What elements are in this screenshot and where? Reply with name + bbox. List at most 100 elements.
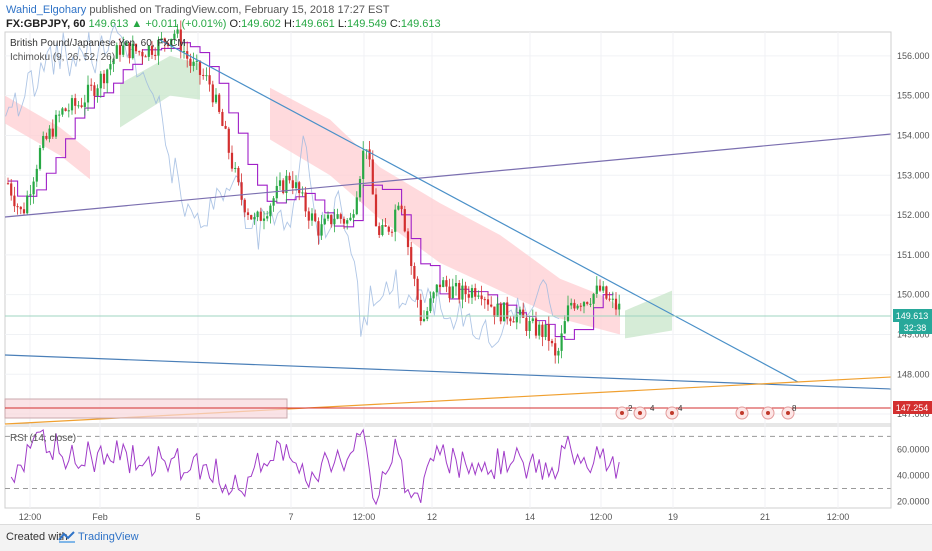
level-tag bbox=[893, 401, 932, 414]
candlestick-series bbox=[6, 20, 621, 364]
tradingview-brand[interactable]: TradingView bbox=[78, 531, 139, 543]
candle-body bbox=[435, 284, 438, 293]
candle-body bbox=[582, 302, 586, 307]
candle-body bbox=[208, 75, 211, 85]
candle-body bbox=[426, 311, 429, 319]
candle-body bbox=[134, 43, 138, 52]
candle-body bbox=[170, 38, 173, 46]
candle-body bbox=[48, 128, 51, 139]
candle-body bbox=[330, 214, 333, 225]
high-label: H: bbox=[283, 18, 295, 30]
symbol-label: FX:GBPJPY, 60 bbox=[6, 18, 86, 30]
time-axis-tick: 21 bbox=[760, 512, 770, 522]
open-label: O: bbox=[229, 18, 242, 30]
event-count-label: 4 bbox=[678, 404, 683, 413]
candle-body bbox=[10, 183, 13, 196]
rsi-title: RSI (14, close) bbox=[10, 433, 76, 444]
candle-body bbox=[512, 321, 515, 323]
event-dot-icon bbox=[670, 411, 674, 415]
candle-body bbox=[448, 286, 451, 299]
candle-body bbox=[554, 343, 557, 356]
lower-channel-trendline[interactable] bbox=[4, 354, 892, 390]
candle-body bbox=[317, 221, 320, 236]
publish-header: Wahid_Elgohary published on TradingView.… bbox=[6, 3, 389, 17]
publish-info: published on TradingView.com, February 1… bbox=[89, 4, 390, 16]
candle-body bbox=[138, 51, 141, 53]
candle-body bbox=[550, 340, 554, 344]
candle-body bbox=[493, 306, 496, 317]
candle-body bbox=[237, 167, 240, 183]
candle-body bbox=[147, 45, 150, 57]
candle-body bbox=[509, 318, 512, 322]
candle-body bbox=[240, 182, 243, 200]
candle-body bbox=[74, 98, 77, 106]
event-count-label: 8 bbox=[792, 404, 797, 413]
created-with-label: Created with bbox=[6, 531, 68, 543]
candle-body bbox=[618, 303, 621, 310]
candle-body bbox=[29, 194, 32, 196]
countdown-tag bbox=[899, 322, 932, 334]
candle-body bbox=[179, 29, 182, 52]
upper-channel-trendline[interactable] bbox=[4, 133, 892, 218]
candle-body bbox=[118, 45, 122, 55]
candle-body bbox=[515, 314, 518, 323]
time-axis-tick: Feb bbox=[92, 512, 108, 522]
candle-body bbox=[413, 266, 416, 279]
candle-body bbox=[566, 305, 570, 322]
candle-body bbox=[557, 350, 560, 356]
candle-body bbox=[560, 333, 563, 351]
candle-body bbox=[454, 282, 458, 287]
time-axis-tick: 12:00 bbox=[19, 512, 42, 522]
candle-body bbox=[397, 205, 400, 210]
candle-body bbox=[339, 214, 342, 219]
candle-body bbox=[141, 51, 144, 57]
candle-body bbox=[333, 218, 336, 225]
chart-title: British Pound/Japanese Yen, 60, FXCM bbox=[10, 38, 186, 49]
candle-body bbox=[195, 60, 198, 62]
candle-body bbox=[285, 175, 288, 193]
candle-body bbox=[96, 88, 99, 96]
candle-body bbox=[349, 217, 352, 221]
candle-body bbox=[67, 110, 70, 112]
candle-body bbox=[381, 225, 384, 235]
candle-body bbox=[42, 135, 45, 148]
candle-body bbox=[182, 51, 186, 53]
lagging-span-line bbox=[5, 23, 560, 349]
candle-body bbox=[579, 305, 582, 307]
price-axis-tick: 148.000 bbox=[897, 369, 930, 379]
price-axis-tick: 153.000 bbox=[897, 170, 930, 180]
candle-body bbox=[611, 298, 614, 300]
candle-body bbox=[272, 198, 275, 206]
candle-body bbox=[538, 324, 541, 336]
author-link[interactable]: Wahid_Elgohary bbox=[6, 4, 87, 16]
candle-body bbox=[352, 214, 355, 218]
candle-body bbox=[602, 286, 605, 291]
low-value: 149.549 bbox=[347, 18, 387, 30]
price-axis-tick: 150.000 bbox=[897, 290, 930, 300]
rsi-axis-tick: 20.0000 bbox=[897, 496, 930, 506]
event-dot-icon bbox=[638, 411, 642, 415]
candle-body bbox=[80, 105, 83, 107]
candle-body bbox=[470, 288, 474, 298]
candle-body bbox=[58, 114, 61, 116]
candle-body bbox=[288, 175, 291, 181]
candle-body bbox=[282, 180, 285, 193]
candle-body bbox=[595, 285, 598, 294]
price-axis-tick: 151.000 bbox=[897, 250, 930, 260]
candle-body bbox=[13, 195, 16, 207]
descending-trendline[interactable] bbox=[159, 39, 799, 383]
candle-body bbox=[45, 135, 48, 139]
time-axis-tick: 12:00 bbox=[353, 512, 376, 522]
candle-body bbox=[432, 292, 435, 299]
candle-body bbox=[416, 278, 419, 300]
economic-events[interactable]: 2 4 4 8 bbox=[615, 404, 797, 420]
cloud-segment-bull bbox=[120, 55, 200, 128]
tradingview-logo-icon[interactable] bbox=[58, 530, 76, 549]
candle-body bbox=[445, 280, 448, 287]
candle-body bbox=[115, 45, 118, 59]
candle-body bbox=[122, 45, 125, 55]
candle-body bbox=[387, 226, 390, 232]
candle-body bbox=[173, 33, 176, 39]
time-axis-tick: 12:00 bbox=[827, 512, 850, 522]
